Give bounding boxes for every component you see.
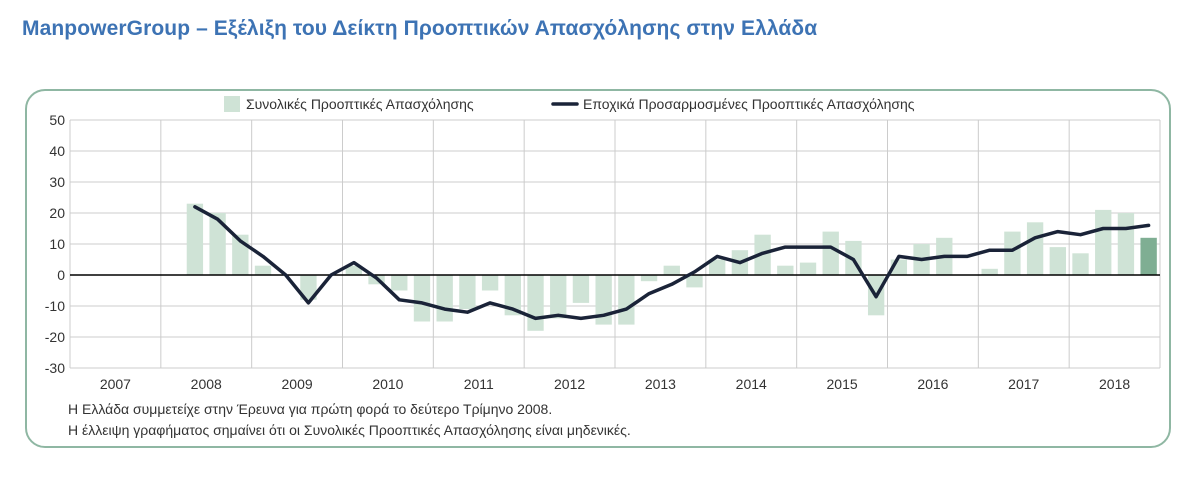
bar (550, 275, 567, 319)
bar (981, 268, 998, 275)
bar (618, 275, 635, 325)
y-axis-ticks: 50 40 30 20 10 0 -10 -20 -30 (45, 112, 65, 376)
x-tick-label: 2007 (100, 376, 131, 392)
bar (186, 203, 204, 275)
y-tick-label: 30 (49, 174, 65, 190)
bar (1072, 253, 1089, 275)
bar (481, 275, 499, 291)
bar (209, 213, 226, 275)
bar (254, 265, 272, 275)
footnote-zero-values: Η έλλειψη γραφήματος σημαίνει ότι οι Συν… (68, 422, 631, 438)
y-tick-label: 40 (49, 143, 65, 159)
x-tick-label: 2015 (827, 376, 858, 392)
y-tick-label: 10 (49, 236, 65, 252)
bar (300, 275, 317, 300)
x-tick-label: 2012 (554, 376, 585, 392)
x-tick-label: 2017 (1008, 376, 1039, 392)
y-tick-label: -30 (45, 360, 65, 376)
bar (686, 275, 703, 288)
bar (799, 262, 817, 275)
bar (391, 275, 408, 291)
page-title: ManpowerGroup – Εξέλιξη του Δείκτη Προοπ… (22, 17, 818, 40)
bar (822, 231, 839, 275)
y-tick-label: 50 (49, 112, 65, 128)
legend-bar-swatch (224, 96, 240, 112)
chart-frame (25, 89, 1171, 448)
bar (1004, 231, 1021, 275)
bar (413, 275, 431, 322)
x-tick-label: 2008 (191, 376, 222, 392)
footnote-first-participation: Η Ελλάδα συμμετείχε στην Έρευνα για πρώτ… (68, 401, 553, 417)
y-tick-label: -10 (45, 298, 65, 314)
x-tick-label: 2013 (645, 376, 676, 392)
x-tick-label: 2018 (1099, 376, 1130, 392)
bar (504, 275, 521, 316)
bar (1095, 209, 1112, 275)
x-axis-ticks: 2007 2008 2009 2010 2011 2012 2013 2014 2015 2016… (100, 376, 1131, 392)
bar (1049, 247, 1066, 275)
y-tick-label: 0 (57, 267, 65, 283)
seasonally-adjusted-line (193, 205, 1151, 321)
bar (663, 265, 680, 275)
bar (345, 265, 363, 275)
bar (595, 275, 612, 325)
bar (1026, 222, 1044, 275)
y-tick-label: 20 (49, 205, 65, 221)
legend-line-label: Εποχικά Προσαρμοσμένες Προοπτικές Απασχό… (583, 96, 915, 112)
x-tick-label: 2009 (282, 376, 313, 392)
x-tick-label: 2016 (917, 376, 948, 392)
legend-bar-label: Συνολικές Προοπτικές Απασχόλησης (246, 96, 474, 112)
x-tick-label: 2014 (736, 376, 767, 392)
bar (1117, 213, 1135, 275)
bar (436, 275, 453, 322)
bar (709, 259, 726, 275)
bar (527, 275, 544, 331)
y-tick-label: -20 (45, 329, 65, 345)
x-tick-label: 2010 (372, 376, 403, 392)
x-tick-label: 2011 (464, 376, 494, 392)
gridlines (69, 119, 1161, 369)
legend: Συνολικές Προοπτικές Απασχόλησης Εποχικά… (224, 96, 915, 112)
bar (459, 275, 476, 310)
bar (640, 275, 658, 282)
bar (777, 265, 794, 275)
bar (1140, 237, 1157, 275)
bar (572, 275, 590, 303)
bar-series (186, 203, 1157, 331)
